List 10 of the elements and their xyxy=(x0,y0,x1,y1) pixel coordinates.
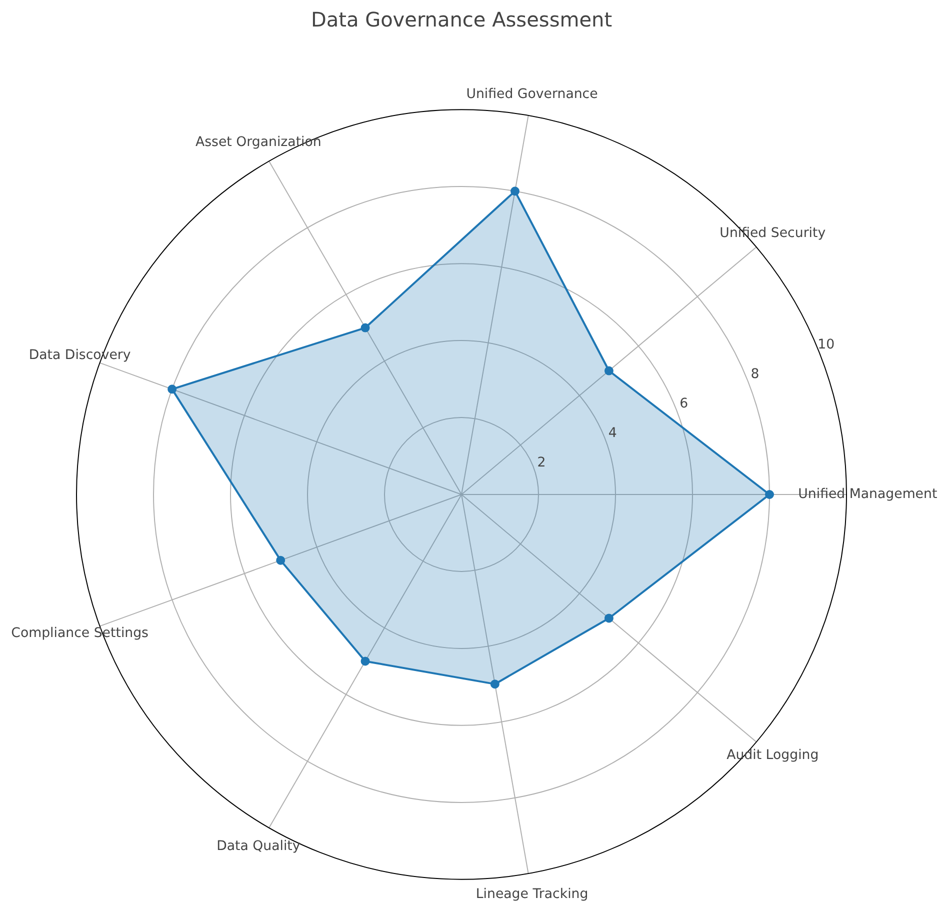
y-tick-label: 2 xyxy=(537,455,546,470)
spoke-label: Lineage Tracking xyxy=(476,887,588,902)
spoke-label: Data Quality xyxy=(216,838,300,854)
chart-title: Data Governance Assessment xyxy=(310,8,612,32)
y-tick-label: 10 xyxy=(818,337,835,352)
y-tick-label: 8 xyxy=(750,366,760,382)
spoke-label: Unified Management xyxy=(798,487,938,502)
spoke-label: Unified Governance xyxy=(466,86,598,102)
y-tick-label: 4 xyxy=(608,426,617,441)
y-tick-label: 6 xyxy=(680,396,688,412)
